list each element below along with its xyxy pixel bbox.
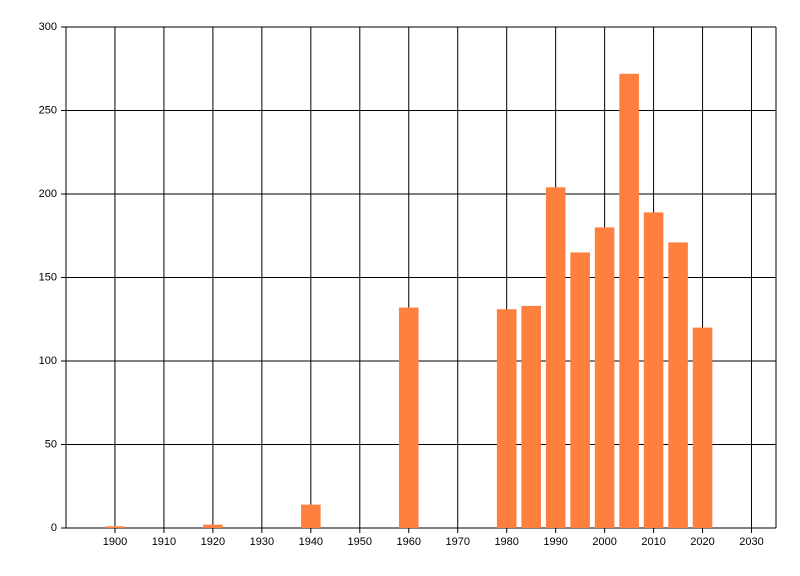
bar bbox=[398, 307, 419, 528]
x-tick-label: 1920 bbox=[201, 536, 225, 548]
x-tick-label: 1990 bbox=[543, 536, 567, 548]
x-tick-label: 1970 bbox=[445, 536, 469, 548]
bar bbox=[594, 227, 615, 528]
y-tick-label: 200 bbox=[39, 188, 57, 200]
bar bbox=[105, 526, 125, 528]
y-tick-label: 0 bbox=[51, 522, 57, 534]
bar bbox=[521, 305, 541, 528]
bar bbox=[545, 187, 566, 528]
x-tick-label: 2030 bbox=[739, 536, 763, 548]
bar bbox=[668, 242, 688, 528]
x-tick-label: 1910 bbox=[152, 536, 176, 548]
x-tick-label: 1900 bbox=[103, 536, 127, 548]
y-tick-label: 150 bbox=[39, 271, 57, 283]
x-tick-label: 1980 bbox=[494, 536, 518, 548]
y-tick-label: 50 bbox=[45, 438, 57, 450]
bar bbox=[570, 252, 590, 528]
x-tick-label: 1930 bbox=[250, 536, 274, 548]
bar bbox=[692, 327, 713, 528]
bar bbox=[203, 524, 223, 528]
y-tick-label: 300 bbox=[39, 21, 57, 33]
x-tick-label: 1940 bbox=[299, 536, 323, 548]
x-tick-label: 2020 bbox=[690, 536, 714, 548]
x-tick-label: 2010 bbox=[641, 536, 665, 548]
bar bbox=[301, 504, 321, 528]
y-tick-label: 250 bbox=[39, 104, 57, 116]
x-tick-label: 1950 bbox=[348, 536, 372, 548]
y-tick-label: 100 bbox=[39, 355, 57, 367]
bar bbox=[619, 73, 639, 528]
x-tick-label: 1960 bbox=[397, 536, 421, 548]
x-tick-label: 2000 bbox=[592, 536, 616, 548]
bar bbox=[496, 309, 517, 528]
bar bbox=[643, 212, 664, 528]
